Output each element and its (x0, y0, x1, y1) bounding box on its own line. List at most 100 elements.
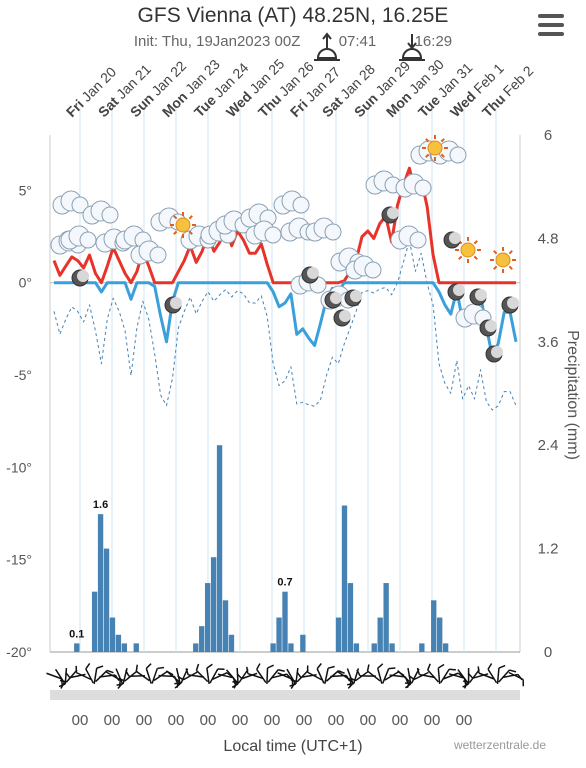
y-left-tick-label: -10° (6, 459, 32, 475)
precip-bar (115, 634, 122, 652)
wind-barb-icon (158, 674, 178, 683)
wind-barb-icon (256, 663, 267, 683)
precip-bar (347, 583, 354, 652)
wind-barb-icon (427, 663, 439, 683)
precip-bar (210, 557, 217, 652)
y-right-tick-label: 3.6 (538, 334, 559, 351)
moon-shine (507, 297, 519, 309)
temperature-cold-line (54, 281, 518, 359)
x-tick-label: 00 (296, 712, 313, 729)
moon-shine (77, 270, 89, 282)
precip-bar (442, 643, 449, 652)
cloud-icon (273, 190, 310, 215)
moon-shine (475, 289, 487, 301)
y-right-tick-label: 2.4 (538, 437, 559, 454)
precip-bar (431, 600, 437, 652)
wind-barb-icon (185, 668, 205, 678)
x-tick-label: 00 (392, 712, 409, 729)
x-tick-label: 00 (232, 712, 249, 729)
wind-barb-icon (404, 668, 420, 684)
wind-barb-icon (236, 672, 258, 680)
x-tick-label: 00 (200, 712, 217, 729)
wind-barb-icon (209, 668, 225, 684)
cloud-icon (245, 220, 282, 245)
cloud-icon (82, 200, 119, 225)
wind-barb-icon (408, 671, 429, 681)
moon-shine (307, 267, 319, 279)
moon-shine (170, 297, 182, 309)
y-right-tick-label: 6 (544, 127, 552, 144)
moon-shine (339, 310, 351, 322)
precip-label: 0.7 (277, 577, 292, 589)
sun-icon (422, 135, 448, 161)
moon-shine (330, 292, 342, 304)
precip-bar (133, 643, 139, 652)
hamburger-menu-icon[interactable] (538, 14, 564, 36)
precip-bar (282, 591, 288, 652)
sun-icon (455, 237, 481, 263)
wind-barb-icon (487, 663, 498, 684)
wind-barb-icon (330, 674, 351, 682)
precip-bar (74, 643, 80, 652)
wind-barb-icon (290, 669, 309, 683)
wind-barb-icon (59, 669, 78, 683)
x-tick-label: 00 (264, 712, 281, 729)
wind-barb-icon (462, 668, 470, 688)
wind-barb-icon (346, 668, 360, 686)
precip-bar (109, 617, 116, 652)
precip-bar (204, 583, 211, 652)
wind-barb-icon (477, 666, 495, 680)
init-text: Init: Thu, 19Jan2023 00Z (133, 33, 301, 50)
x-tick-label: 00 (424, 712, 441, 729)
moon-shine (449, 232, 461, 244)
wind-barb-icon (316, 663, 325, 684)
wind-barb-icon (93, 665, 104, 685)
wind-barb-icon (151, 666, 165, 684)
precip-bar (193, 643, 199, 652)
cloud-icon (390, 225, 427, 250)
wind-barb-icon (54, 668, 65, 689)
wind-barb-icon (437, 663, 445, 685)
wind-barb-icon (95, 669, 114, 683)
wind-barb-icon (467, 672, 489, 679)
wind-barb-icon (206, 663, 213, 685)
wind-barb-icon (246, 666, 264, 680)
y-right-tick-label: 4.8 (538, 230, 559, 247)
wind-barb-icon (177, 671, 198, 681)
wind-barb-icon (325, 670, 345, 682)
cloud-icon (305, 217, 342, 242)
precip-bar (97, 514, 104, 652)
x-tick-label: 00 (328, 712, 345, 729)
precip-bar (300, 634, 306, 652)
watermark: wetterzentrale.de (453, 738, 546, 752)
wind-barb-icon (75, 665, 92, 681)
wind-barb-icon (232, 668, 249, 684)
precip-bar (222, 600, 229, 652)
wind-barb-icon (508, 671, 525, 687)
wind-barb-icon (145, 663, 152, 684)
wind-barb-icon (85, 663, 94, 684)
y-left-tick-label: -5° (14, 367, 32, 383)
wind-barb-icon (195, 663, 209, 683)
precip-bar (389, 643, 395, 652)
wind-barb-icon (416, 667, 436, 679)
wind-barb-icon (324, 665, 335, 684)
sunset-time: 16:29 (414, 33, 453, 50)
cloud-icon (115, 225, 152, 250)
precip-bar (199, 626, 205, 652)
wind-barb-icon (498, 669, 517, 683)
wind-barb-icon (116, 668, 128, 686)
page-title: GFS Vienna (AT) 48.25N, 16.25E (137, 4, 449, 27)
wind-barb-icon (231, 667, 239, 688)
x-tick-label: 00 (136, 712, 153, 729)
wind-strip (50, 690, 520, 700)
precip-bar (353, 643, 360, 652)
precip-bar (121, 643, 128, 652)
precip-label: 1.6 (93, 499, 108, 511)
precip-bar (103, 548, 110, 652)
x-tick-label: 00 (72, 712, 89, 729)
wind-barb-icon (440, 668, 456, 684)
precip-bar (371, 643, 377, 652)
y-left-tick-label: 5° (19, 182, 32, 198)
precip-bar (419, 643, 425, 652)
